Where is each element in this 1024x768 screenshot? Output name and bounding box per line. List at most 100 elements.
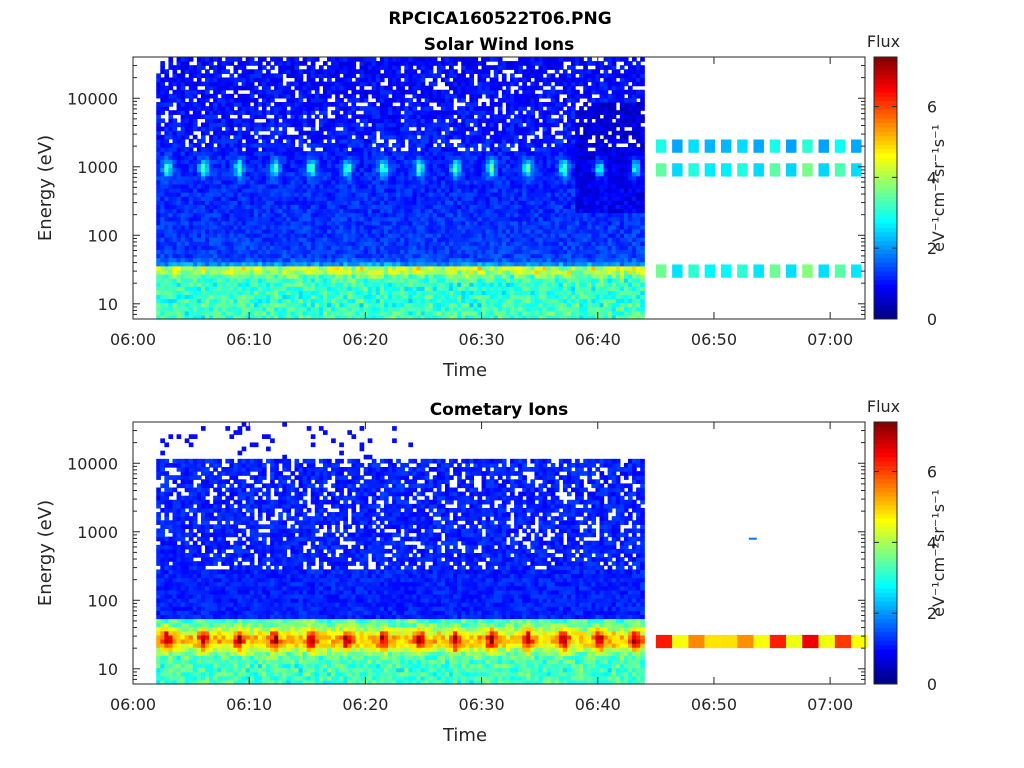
heatmap-cell	[359, 106, 365, 111]
heatmap-cell	[457, 233, 462, 238]
heatmap-cell	[453, 134, 458, 140]
heatmap-cell	[469, 216, 475, 222]
heatmap-cell	[209, 142, 214, 148]
heatmap-cell	[282, 265, 287, 271]
heatmap-cell	[245, 286, 251, 291]
heatmap-cell	[314, 228, 320, 234]
heatmap-cell	[192, 126, 198, 132]
heatmap-cell	[473, 179, 479, 185]
heatmap-cell	[322, 167, 328, 173]
heatmap-cell	[461, 298, 466, 304]
heatmap-cell	[477, 204, 483, 210]
heatmap-cell	[282, 106, 287, 111]
heatmap-cell	[310, 126, 316, 132]
heatmap-cell	[396, 245, 401, 250]
heatmap-cell	[209, 110, 214, 115]
heatmap-cell	[392, 126, 397, 132]
heatmap-cell	[469, 138, 475, 144]
heatmap-cell	[306, 192, 312, 197]
heatmap-cell	[453, 151, 458, 156]
heatmap-cell	[180, 167, 186, 173]
heatmap-cell	[209, 93, 214, 99]
heatmap-cell	[440, 69, 446, 74]
heatmap-cell	[184, 89, 190, 95]
heatmap-cell	[408, 118, 414, 124]
heatmap-cell	[318, 261, 324, 267]
heatmap-cell	[444, 77, 450, 83]
heatmap-cell	[400, 204, 405, 210]
heatmap-cell	[237, 204, 243, 210]
heatmap-cell	[249, 204, 255, 210]
heatmap-cell	[392, 73, 397, 79]
heatmap-cell	[278, 249, 283, 255]
heatmap-cell	[322, 61, 328, 66]
heatmap-cell	[343, 306, 348, 312]
heatmap-cell	[310, 151, 316, 156]
heatmap-cell	[200, 89, 206, 95]
heatmap-cell	[229, 147, 235, 152]
heatmap-cell	[249, 192, 255, 197]
heatmap-cell	[343, 302, 348, 308]
heatmap-cell	[461, 257, 466, 263]
heatmap-cell	[172, 208, 178, 214]
heatmap-cell	[428, 134, 434, 140]
heatmap-cell	[290, 245, 296, 250]
heatmap-cell	[432, 257, 438, 263]
heatmap-cell	[282, 269, 287, 275]
heatmap-cell	[343, 179, 348, 185]
heatmap-cell	[375, 261, 381, 267]
heatmap-cell	[306, 130, 312, 136]
heatmap-cell	[347, 118, 353, 124]
heatmap-cell	[371, 163, 377, 169]
heatmap-cell	[290, 81, 296, 87]
heatmap-cell	[196, 110, 202, 115]
heatmap-cell	[363, 77, 369, 83]
heatmap-cell	[164, 200, 170, 205]
heatmap-cell	[213, 286, 218, 291]
heatmap-cell	[217, 298, 222, 304]
heatmap-cell	[221, 151, 226, 156]
heatmap-cell	[290, 228, 296, 234]
heatmap-cell	[388, 298, 393, 304]
heatmap-cell	[176, 73, 182, 79]
heatmap-cell	[302, 257, 308, 263]
heatmap-cell	[237, 130, 243, 136]
heatmap-cell	[428, 138, 434, 144]
heatmap-cell	[412, 130, 418, 136]
heatmap-cell	[184, 130, 190, 136]
heatmap-cell	[339, 81, 344, 87]
heatmap-cell	[160, 134, 165, 140]
heatmap-cell	[359, 306, 365, 312]
heatmap-cell	[213, 298, 218, 304]
heatmap-cell	[294, 65, 300, 70]
heatmap-cell	[485, 253, 491, 259]
heatmap-cell	[493, 224, 499, 230]
heatmap-cell	[310, 257, 316, 263]
heatmap-cell	[363, 237, 369, 242]
heatmap-cell	[347, 204, 353, 210]
heatmap-cell	[266, 89, 271, 95]
heatmap-cell	[424, 126, 430, 132]
heatmap-cell	[184, 220, 190, 226]
heatmap-cell	[245, 306, 251, 312]
heatmap-cell	[477, 183, 483, 189]
heatmap-cell	[404, 192, 409, 197]
heatmap-cell	[221, 224, 226, 230]
heatmap-cell	[270, 306, 275, 312]
heatmap-cell	[266, 241, 271, 246]
heatmap-cell	[237, 200, 243, 205]
heatmap-cell	[371, 134, 377, 140]
heatmap-cell	[213, 253, 218, 259]
heatmap-cell	[209, 61, 214, 66]
heatmap-cell	[184, 314, 190, 320]
heatmap-cell	[355, 278, 361, 283]
heatmap-cell	[249, 138, 255, 144]
heatmap-cell	[331, 179, 336, 185]
heatmap-cell	[188, 314, 194, 320]
heatmap-cell	[164, 233, 170, 238]
heatmap-cell	[493, 249, 499, 255]
heatmap-cell	[302, 102, 308, 107]
heatmap-cell	[453, 290, 458, 296]
heatmap-cell	[253, 142, 259, 148]
heatmap-cell	[172, 224, 178, 230]
